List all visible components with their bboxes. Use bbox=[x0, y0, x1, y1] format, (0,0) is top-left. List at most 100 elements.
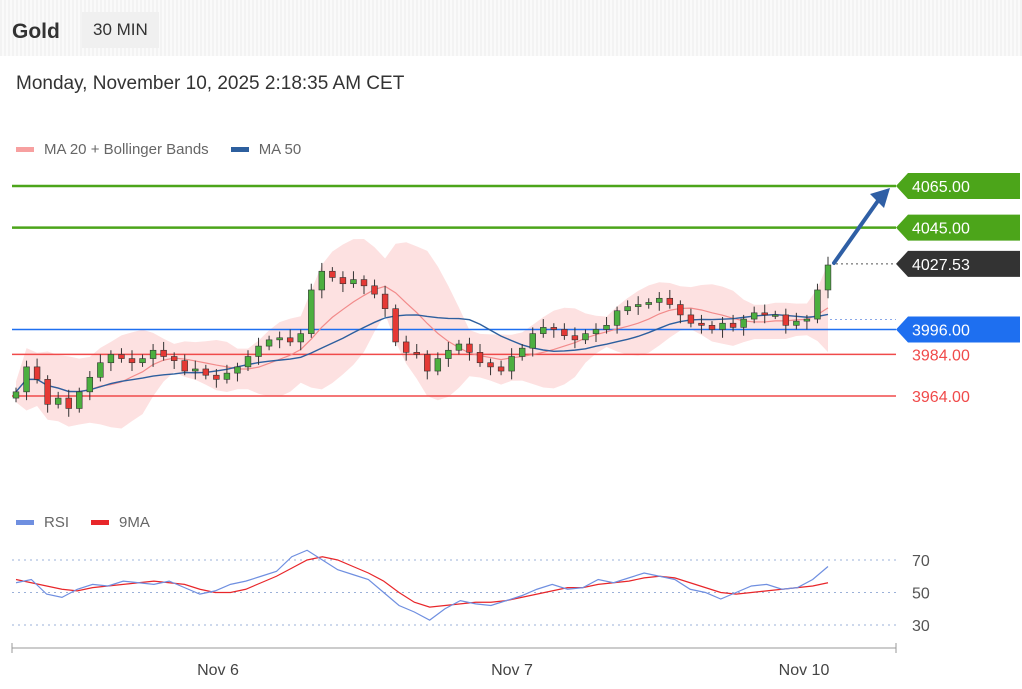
candle-body bbox=[603, 325, 610, 330]
candle bbox=[23, 360, 30, 401]
candle-body bbox=[719, 322, 726, 330]
projection-arrow-icon bbox=[832, 188, 890, 266]
candle bbox=[381, 285, 389, 317]
candle bbox=[592, 323, 600, 342]
candle bbox=[33, 358, 41, 384]
candle-body bbox=[529, 333, 536, 349]
candle bbox=[286, 329, 294, 347]
candle-body bbox=[750, 312, 758, 320]
timeframe-badge[interactable]: 30 MIN bbox=[82, 12, 159, 48]
candle-body bbox=[381, 293, 389, 309]
candle-body bbox=[44, 379, 51, 405]
candle-body bbox=[244, 356, 252, 368]
candle bbox=[265, 335, 273, 351]
x-tick-label: Nov 7 bbox=[491, 662, 533, 679]
level-tag-bg bbox=[896, 316, 1020, 343]
candle-body bbox=[508, 356, 515, 372]
candle bbox=[750, 306, 758, 324]
candle bbox=[729, 314, 737, 332]
level-labels: 4065.00 4045.00 4027.53 3996.00 3984.00 3964.… bbox=[896, 173, 1020, 406]
candle-body bbox=[128, 358, 136, 364]
candle-body bbox=[297, 333, 304, 343]
candle-body bbox=[487, 362, 494, 368]
candle-body bbox=[729, 322, 737, 328]
legend-item-rsi: RSI bbox=[16, 514, 69, 531]
candle-body bbox=[666, 297, 674, 305]
candle bbox=[424, 350, 431, 380]
candle bbox=[582, 329, 589, 345]
candle bbox=[181, 354, 188, 376]
level-tag-bg bbox=[896, 250, 1020, 277]
candle bbox=[803, 314, 811, 330]
candle bbox=[529, 327, 536, 357]
candle bbox=[719, 316, 726, 338]
candle-body bbox=[561, 329, 568, 337]
candle-body bbox=[223, 372, 231, 380]
legend-label-rsi: RSI bbox=[44, 514, 70, 531]
candle bbox=[761, 304, 768, 324]
level-tag-text: 3996.00 bbox=[912, 322, 970, 339]
candle-body bbox=[645, 302, 652, 305]
candle bbox=[360, 275, 368, 295]
rsi-9ma-line bbox=[15, 556, 829, 608]
candle-body bbox=[634, 304, 642, 307]
candle-body bbox=[814, 289, 821, 320]
candle bbox=[54, 391, 62, 409]
candle bbox=[413, 344, 420, 359]
candle-body bbox=[413, 352, 420, 355]
candle bbox=[97, 354, 104, 382]
candle-body bbox=[118, 354, 125, 359]
chart-header: Gold 30 MIN bbox=[0, 0, 1022, 56]
candle-body bbox=[213, 374, 220, 380]
legend-swatch-9ma bbox=[91, 520, 110, 525]
rsi-level-label-2: 30 bbox=[912, 618, 930, 635]
candle-body bbox=[350, 279, 357, 285]
candle bbox=[613, 306, 621, 334]
level-label-4: 3984.00 bbox=[912, 347, 970, 364]
candle-body bbox=[761, 312, 768, 316]
legend-item-ma20: MA 20 + Bollinger Bands bbox=[16, 141, 209, 158]
candle bbox=[656, 292, 663, 311]
level-tag-text: 4027.53 bbox=[912, 257, 970, 274]
candle-body bbox=[782, 314, 790, 326]
candle bbox=[476, 344, 484, 367]
candle-body bbox=[86, 376, 94, 393]
candle-body bbox=[276, 337, 283, 341]
candle bbox=[234, 362, 241, 382]
level-tag-bg bbox=[896, 214, 1020, 241]
level-tag-1: 4045.00 bbox=[896, 214, 1020, 241]
candle-body bbox=[624, 306, 631, 312]
candle bbox=[244, 350, 252, 372]
candle-body bbox=[698, 322, 705, 326]
rsi-legend: RSI 9MA bbox=[16, 514, 172, 531]
candle-body bbox=[97, 362, 104, 378]
candle bbox=[687, 308, 695, 328]
arrow-shaft bbox=[832, 196, 882, 266]
candle-body bbox=[170, 356, 178, 361]
candle-body bbox=[772, 314, 779, 317]
candle-body bbox=[518, 347, 526, 357]
candle bbox=[160, 341, 167, 361]
candle-body bbox=[139, 358, 146, 364]
candle-body bbox=[687, 314, 695, 324]
candle bbox=[139, 354, 146, 367]
candle bbox=[434, 352, 442, 376]
candle-body bbox=[149, 349, 157, 359]
candle bbox=[308, 283, 315, 338]
legend-label-ma50: MA 50 bbox=[258, 141, 302, 158]
candle bbox=[213, 368, 220, 388]
rsi-level-label-0: 70 bbox=[912, 553, 930, 570]
candle bbox=[466, 337, 473, 361]
candle-body bbox=[371, 285, 378, 295]
candle bbox=[276, 331, 283, 349]
candle-body bbox=[308, 289, 315, 334]
candle bbox=[708, 321, 716, 334]
candle bbox=[76, 387, 83, 413]
level-tag-2: 4027.53 bbox=[896, 250, 1020, 277]
candle-body bbox=[54, 397, 62, 405]
rsi-line bbox=[15, 549, 829, 621]
candle-body bbox=[329, 270, 336, 278]
candle bbox=[550, 323, 558, 338]
legend-label-9ma: 9MA bbox=[119, 514, 150, 531]
